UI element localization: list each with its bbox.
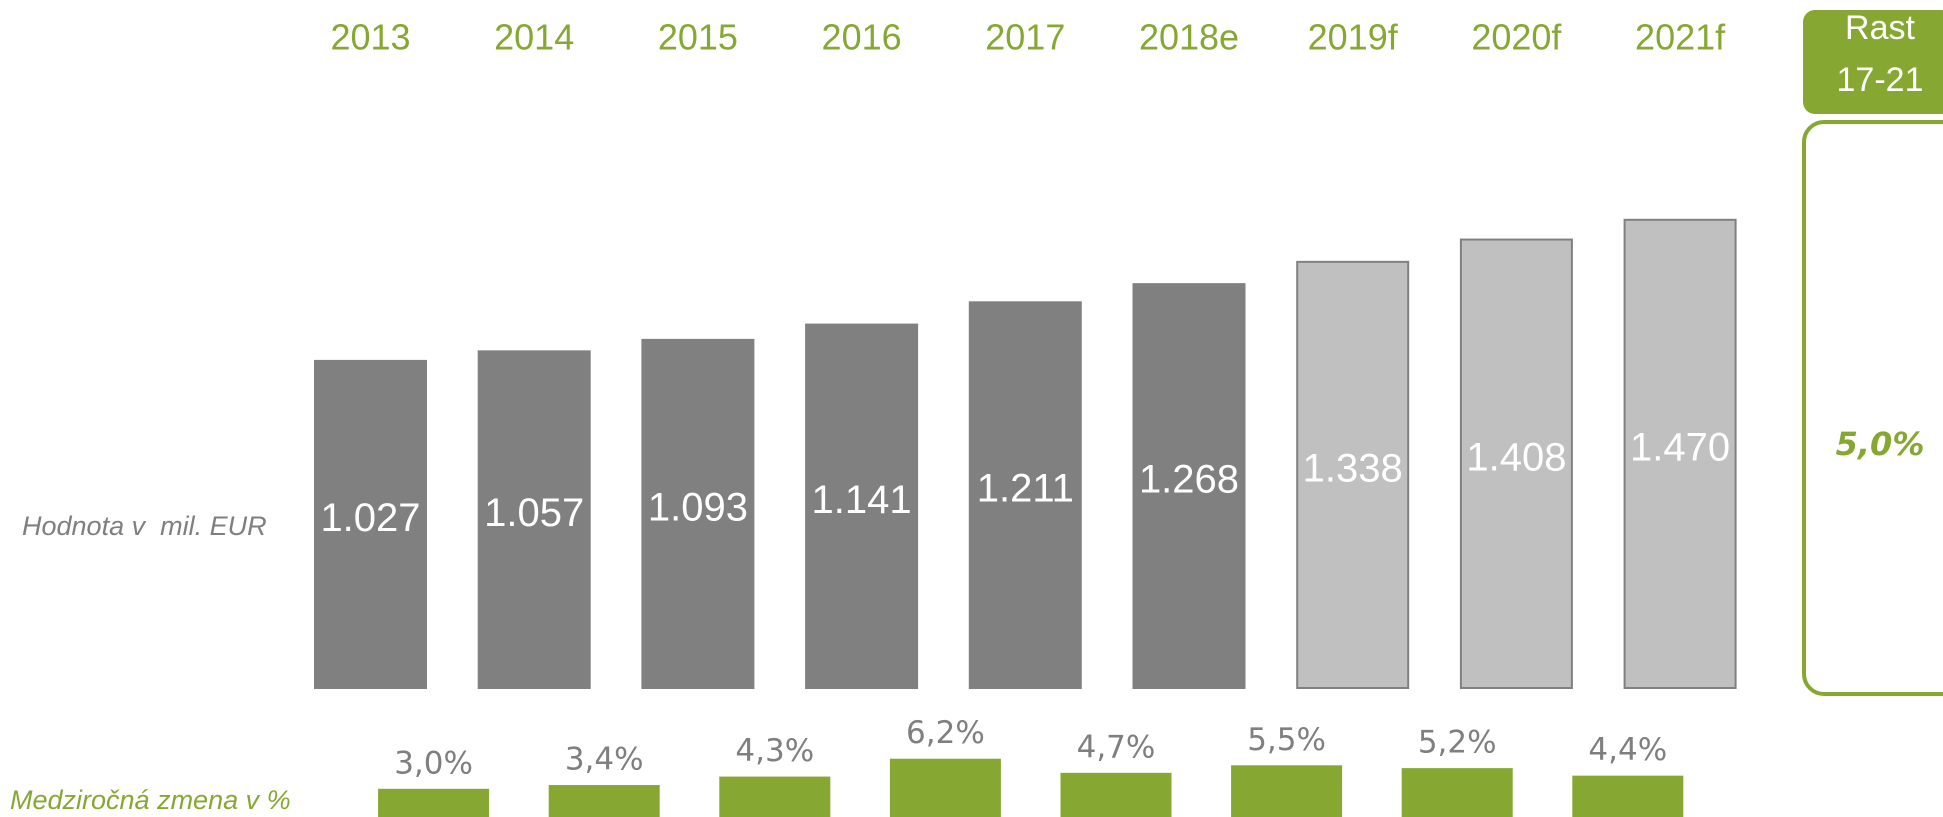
bar — [719, 776, 831, 817]
x-tick-label: 2015 — [658, 17, 738, 58]
value-label: 1.141 — [812, 478, 912, 522]
value-label: 1.057 — [484, 491, 584, 535]
value-label: 1.268 — [1139, 458, 1239, 502]
value-label: 5,5% — [1247, 722, 1326, 758]
bar — [1401, 768, 1513, 817]
value-label: 3,0% — [394, 745, 473, 781]
value-label: 1.408 — [1466, 435, 1566, 479]
x-tick-label: 2017 — [985, 17, 1065, 58]
value-label: 1.027 — [320, 496, 420, 540]
value-label: 1.338 — [1303, 446, 1403, 490]
value-label: 1.470 — [1630, 425, 1730, 469]
bar — [1623, 218, 1737, 689]
bar — [1459, 238, 1573, 689]
summary-header — [1803, 10, 1943, 114]
x-tick-label: 2020f — [1471, 17, 1562, 58]
x-tick-label: 2016 — [822, 17, 902, 58]
value-label: 3,4% — [565, 742, 644, 778]
bar — [968, 301, 1082, 689]
value-label: 4,4% — [1588, 732, 1667, 768]
bar — [1572, 775, 1684, 817]
x-tick-label: 2014 — [494, 17, 574, 58]
bar — [1060, 772, 1172, 817]
bar — [889, 758, 1001, 817]
summary-label: 17-21 — [1837, 61, 1924, 99]
value-label: 4,3% — [735, 733, 814, 769]
summary-label: Rast — [1845, 9, 1915, 47]
x-tick-label: 2021f — [1635, 17, 1726, 58]
value-label: 4,7% — [1077, 729, 1156, 765]
x-tick-label: 2018e — [1139, 17, 1239, 58]
bar — [378, 788, 490, 817]
bar — [805, 323, 919, 689]
bar — [1296, 260, 1410, 689]
x-tick-label: 2013 — [330, 17, 410, 58]
x-tick-label: 2019f — [1308, 17, 1399, 58]
row-label: Medziročná zmena v % — [10, 785, 291, 815]
bar — [1132, 283, 1246, 689]
summary-value: 5,0% — [1836, 425, 1925, 463]
value-label: 1.093 — [648, 486, 748, 530]
bar — [1231, 765, 1343, 817]
value-label: 6,2% — [906, 715, 985, 751]
bar — [548, 785, 660, 817]
bar — [314, 359, 427, 689]
bar — [641, 338, 755, 689]
value-label: 5,2% — [1418, 725, 1497, 761]
value-label: 1.211 — [977, 467, 1074, 511]
row-label: Hodnota v mil. EUR — [22, 511, 267, 541]
summary-box — [1802, 120, 1943, 696]
bar — [477, 350, 591, 689]
